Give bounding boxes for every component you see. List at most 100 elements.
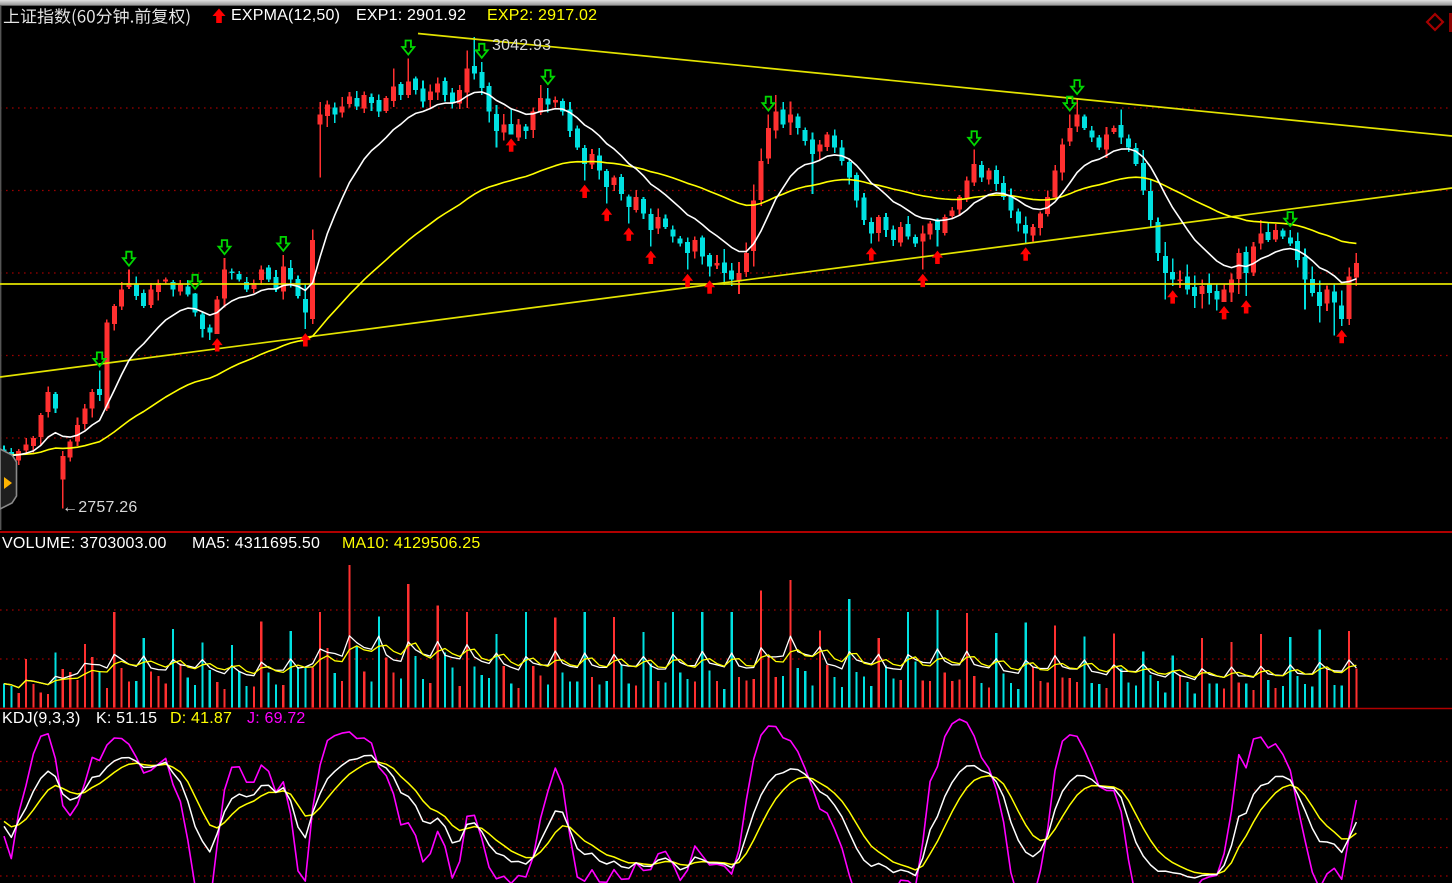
volume-bar	[267, 672, 270, 708]
sell-signal-arrow-icon	[473, 42, 490, 60]
volume-bar	[877, 637, 880, 708]
volume-bar	[1178, 675, 1182, 708]
candle-body	[501, 124, 507, 133]
candle-body	[1030, 226, 1036, 236]
candle-body	[868, 221, 874, 234]
volume-bar	[1230, 641, 1233, 708]
volume-bar	[1193, 693, 1196, 708]
candle-body	[1118, 125, 1124, 138]
volume-bar	[1237, 682, 1240, 708]
candle-body	[538, 98, 544, 113]
sell-signal-arrow-icon	[1282, 211, 1299, 228]
candle-body	[824, 134, 830, 147]
volume-bar	[826, 665, 829, 708]
volume-bar	[995, 633, 998, 708]
exp1-line	[3, 91, 1357, 457]
volume-bar	[1303, 683, 1307, 708]
candle-body	[1126, 138, 1132, 148]
volume-bar	[796, 667, 799, 708]
volume-ma10-value: MA10: 4129506.25	[342, 535, 481, 552]
candle-body	[707, 255, 713, 267]
volume-bar	[98, 671, 101, 708]
candle-body	[1089, 130, 1095, 138]
candle-wick	[510, 109, 512, 135]
volume-bar	[113, 611, 116, 708]
candle-body	[464, 68, 470, 93]
volume-bar	[1149, 675, 1152, 708]
volume-bar	[664, 682, 667, 708]
drawn-trendlines[interactable]	[0, 32, 1452, 378]
left-expand-tab-body[interactable]	[0, 448, 18, 510]
volume-bar	[289, 631, 292, 708]
candle-wick	[921, 225, 924, 270]
candle-body	[16, 451, 22, 461]
sell-signal-arrow-icon	[540, 69, 556, 86]
expma-lines	[3, 91, 1357, 457]
trendline[interactable]	[0, 187, 1452, 378]
signal-arrows	[91, 39, 1348, 368]
candle-body	[1287, 237, 1293, 244]
volume-bar	[539, 675, 542, 708]
volume-bar	[1311, 686, 1314, 708]
expand-arrow-icon	[4, 477, 12, 489]
trendline[interactable]	[417, 32, 1452, 137]
volume-bar	[1105, 687, 1108, 708]
candle-body	[420, 88, 426, 102]
candle-body	[199, 314, 205, 330]
volume-bar	[1002, 673, 1005, 708]
candle-body	[280, 266, 286, 292]
volume-bar	[561, 672, 564, 708]
kdj-lines	[3, 718, 1358, 883]
volume-bar	[1061, 677, 1064, 708]
candle-body	[1184, 276, 1190, 290]
candle-body	[751, 200, 757, 251]
volume-bar	[1289, 636, 1292, 708]
candle-body	[560, 100, 566, 112]
volume-bar	[1223, 688, 1226, 708]
candle-body	[898, 226, 904, 243]
exp2-value: EXP2: 2917.02	[487, 7, 598, 24]
candle-body	[1214, 291, 1220, 300]
sell-signal-arrow-icon	[966, 130, 983, 147]
volume-bar	[708, 670, 711, 708]
volume-bar	[980, 683, 983, 708]
pane-separators	[0, 6, 1452, 710]
candle-body	[574, 128, 580, 148]
volume-ma-lines	[3, 635, 1357, 689]
volume-bar	[2, 683, 6, 708]
candle-body	[1008, 195, 1014, 211]
candle-body	[170, 281, 176, 290]
candle-body	[332, 107, 338, 115]
candle-body	[479, 71, 485, 89]
volume-bar	[61, 668, 64, 708]
candle-body	[486, 86, 492, 112]
volume-bar	[1355, 668, 1358, 708]
peak-price-annotation: 3042.93	[492, 37, 552, 54]
candle-body	[111, 306, 117, 324]
kdj-pane-header: KDJ(9,3,3) K: 51.15 D: 41.87 J: 69.72	[0, 710, 1452, 730]
candle-body	[523, 126, 529, 132]
candle-body	[692, 240, 698, 252]
volume-bar	[429, 683, 432, 708]
left-expand-tab[interactable]	[0, 448, 18, 510]
candle-body	[1104, 134, 1109, 150]
candle-wick	[686, 237, 689, 270]
candle-body	[846, 161, 852, 178]
candle-body	[1023, 225, 1029, 234]
volume-bar	[105, 687, 108, 708]
candle-body	[1081, 116, 1087, 128]
candle-body	[354, 97, 360, 107]
candle-body	[163, 279, 169, 282]
buy-signal-arrow-icon	[505, 138, 517, 152]
candle-body	[244, 282, 250, 290]
candle-body	[457, 89, 463, 104]
candle-body	[346, 96, 352, 104]
candle-body	[626, 196, 632, 207]
volume-bar	[1347, 631, 1351, 708]
candle-body	[957, 197, 962, 210]
candle-body	[45, 391, 51, 413]
volume-bar	[635, 685, 638, 708]
volume-bar	[1017, 689, 1020, 708]
candle-wick	[936, 218, 939, 247]
